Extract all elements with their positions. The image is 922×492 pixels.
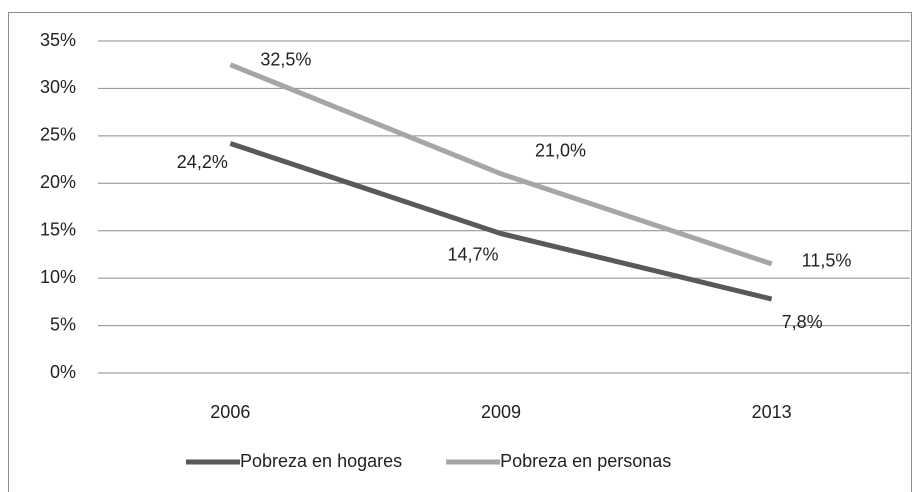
series-line bbox=[229, 141, 773, 302]
y-tick-label: 30% bbox=[40, 77, 76, 97]
y-tick-label: 0% bbox=[50, 362, 76, 382]
x-tick-label: 2013 bbox=[752, 402, 792, 422]
series-line bbox=[229, 62, 773, 267]
y-tick-label: 15% bbox=[40, 219, 76, 239]
chart-border bbox=[8, 12, 912, 492]
data-label: 14,7% bbox=[447, 244, 498, 264]
data-label: 21,0% bbox=[535, 141, 586, 161]
x-tick-label: 2009 bbox=[481, 402, 521, 422]
data-label: 24,2% bbox=[177, 152, 228, 172]
y-tick-label: 35% bbox=[40, 30, 76, 50]
y-tick-label: 25% bbox=[40, 125, 76, 145]
data-label: 7,8% bbox=[782, 312, 823, 332]
y-tick-label: 5% bbox=[50, 314, 76, 334]
legend-label: Pobreza en personas bbox=[500, 451, 671, 471]
x-tick-label: 2006 bbox=[210, 402, 250, 422]
data-label: 32,5% bbox=[260, 49, 311, 69]
y-tick-label: 20% bbox=[40, 172, 76, 192]
legend-label: Pobreza en hogares bbox=[240, 451, 402, 471]
data-label: 11,5% bbox=[802, 251, 852, 271]
y-tick-label: 10% bbox=[40, 267, 76, 287]
